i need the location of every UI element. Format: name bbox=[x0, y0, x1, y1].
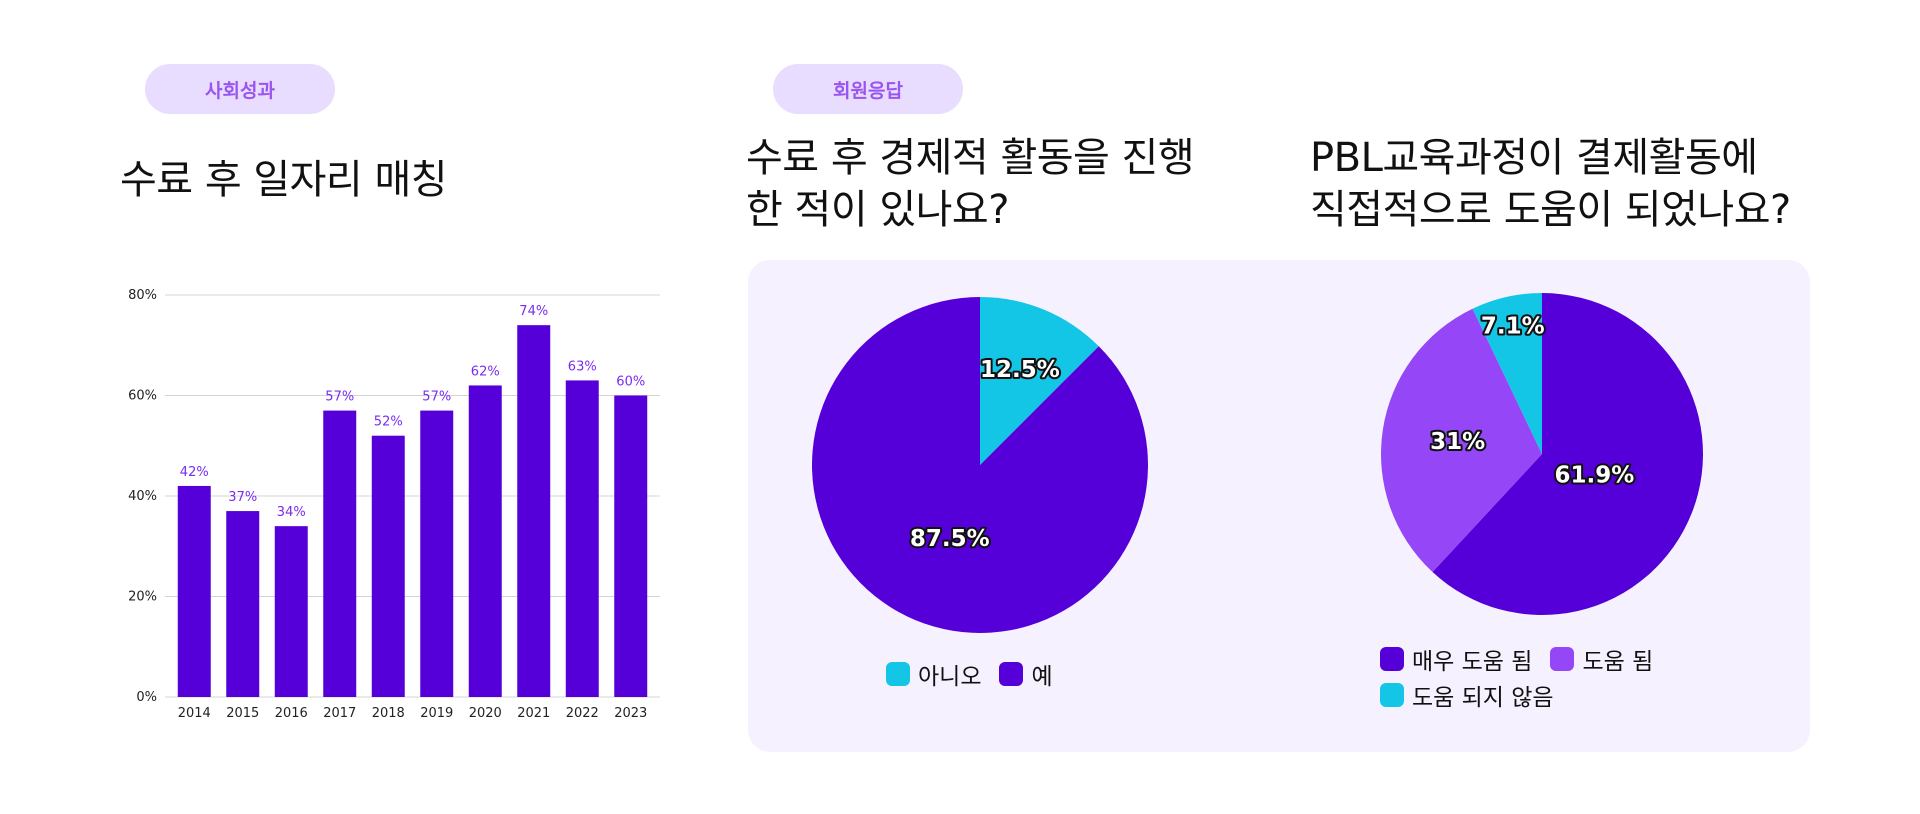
pie1-title-line-1: 수료 후 경제적 활동을 진행 bbox=[746, 135, 1195, 181]
bar bbox=[468, 385, 502, 697]
pie-data-label: 87.5% bbox=[910, 526, 990, 552]
legend-item-helpful: 도움 됨 bbox=[1550, 641, 1653, 677]
legend-label-yes: 예 bbox=[1031, 664, 1053, 690]
x-tick-label: 2023 bbox=[614, 706, 647, 721]
pie2-title-line-2: 직접적으로 도움이 되었나요? bbox=[1310, 187, 1791, 233]
bar bbox=[517, 325, 551, 697]
economic-activity-pie-chart: 12.5% 87.5% bbox=[812, 297, 1148, 633]
pie-data-label: 61.9% bbox=[1555, 463, 1635, 489]
x-tick-label: 2014 bbox=[178, 706, 211, 721]
legend-swatch-yes bbox=[999, 662, 1024, 686]
legend-swatch-very-helpful bbox=[1380, 647, 1404, 671]
y-tick-label: 20% bbox=[128, 590, 157, 605]
bar-value-label: 42% bbox=[180, 465, 209, 480]
pbl-helpfulness-pie-chart: 61.9% 31% 7.1% bbox=[1381, 293, 1703, 615]
job-matching-bar-chart: 0% 20% 40% 60% 80% 42% 2014 37% 2015 34% 2016 57% 20… bbox=[128, 288, 660, 721]
bar bbox=[371, 435, 405, 697]
pie1-legend: 아니오 예 bbox=[886, 656, 1071, 692]
bar bbox=[565, 380, 599, 697]
member-response-badge: 회원응답 bbox=[773, 64, 963, 114]
y-tick-label: 0% bbox=[136, 690, 157, 705]
x-tick-label: 2018 bbox=[372, 706, 405, 721]
pie-slice bbox=[1432, 293, 1703, 615]
x-tick-label: 2020 bbox=[469, 706, 502, 721]
bar-value-label: 57% bbox=[422, 390, 451, 405]
social-performance-badge: 사회성과 bbox=[145, 64, 335, 114]
pie2-chart-title: PBL교육과정이 결제활동에 직접적으로 도움이 되었나요? bbox=[1310, 132, 1791, 236]
y-tick-label: 40% bbox=[128, 489, 157, 504]
bar bbox=[226, 511, 260, 697]
y-tick-label: 60% bbox=[128, 389, 157, 404]
pie2-legend: 매우 도움 됨 도움 됨 도움 되지 않음 bbox=[1380, 641, 1720, 713]
legend-label-not-helpful: 도움 되지 않음 bbox=[1412, 685, 1554, 711]
bar-value-label: 63% bbox=[568, 359, 597, 374]
pie-slice bbox=[1381, 308, 1542, 573]
x-tick-label: 2021 bbox=[517, 706, 550, 721]
pie-slice bbox=[980, 297, 1099, 465]
pie-slice bbox=[812, 297, 1148, 633]
legend-label-no: 아니오 bbox=[918, 664, 982, 690]
legend-swatch-helpful bbox=[1550, 647, 1575, 671]
y-tick-label: 80% bbox=[128, 288, 157, 303]
bar bbox=[177, 485, 211, 697]
bar bbox=[614, 395, 648, 697]
bar-chart-title-line: 수료 후 일자리 매칭 bbox=[120, 157, 448, 203]
bar-value-label: 60% bbox=[616, 375, 645, 390]
x-tick-label: 2022 bbox=[566, 706, 599, 721]
legend-item-not-helpful: 도움 되지 않음 bbox=[1380, 677, 1554, 713]
legend-item-no: 아니오 bbox=[886, 656, 981, 692]
x-tick-label: 2015 bbox=[226, 706, 259, 721]
x-tick-label: 2017 bbox=[323, 706, 356, 721]
bar-value-label: 52% bbox=[374, 415, 403, 430]
bar-value-label: 74% bbox=[519, 304, 548, 319]
bar bbox=[274, 526, 308, 697]
bar-value-label: 62% bbox=[471, 364, 500, 379]
pie-slice bbox=[1472, 293, 1542, 454]
bar bbox=[420, 410, 454, 697]
x-tick-label: 2019 bbox=[420, 706, 453, 721]
bar-value-label: 57% bbox=[325, 390, 354, 405]
legend-swatch-no bbox=[886, 662, 910, 686]
legend-label-helpful: 도움 됨 bbox=[1582, 649, 1654, 675]
pie1-title-line-2: 한 적이 있나요? bbox=[746, 187, 1009, 233]
pie1-chart-title: 수료 후 경제적 활동을 진행 한 적이 있나요? bbox=[746, 132, 1195, 236]
bar-value-label: 34% bbox=[277, 505, 306, 520]
legend-item-very-helpful: 매우 도움 됨 bbox=[1380, 641, 1532, 677]
bar bbox=[323, 410, 357, 697]
pie-data-label: 31% bbox=[1430, 429, 1485, 455]
x-tick-label: 2016 bbox=[275, 706, 308, 721]
legend-item-yes: 예 bbox=[999, 656, 1053, 692]
pie2-title-line-1: PBL교육과정이 결제활동에 bbox=[1310, 135, 1758, 181]
pie-data-label: 7.1% bbox=[1481, 313, 1545, 339]
legend-swatch-not-helpful bbox=[1380, 683, 1404, 707]
pie-data-label: 12.5% bbox=[980, 357, 1060, 383]
legend-label-very-helpful: 매우 도움 됨 bbox=[1412, 649, 1533, 675]
bar-value-label: 37% bbox=[228, 490, 257, 505]
bar-chart-title: 수료 후 일자리 매칭 bbox=[120, 154, 448, 206]
